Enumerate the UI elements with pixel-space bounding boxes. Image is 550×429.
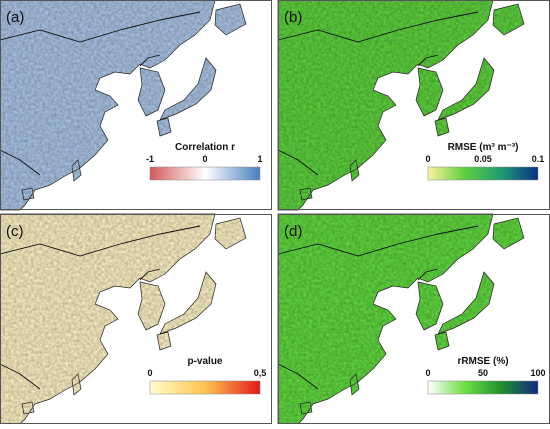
colorbar-tick-label: 50	[478, 368, 488, 378]
colorbar-title: rRMSE (%)	[457, 356, 508, 367]
colorbar-tick-label: -1	[146, 154, 154, 164]
map-panel: (c) p-value 0 0,5	[0, 213, 272, 425]
colorbar-tick-label: 1	[257, 154, 262, 164]
panel-frame	[0, 0, 272, 210]
colorbar-title: Correlation r	[175, 142, 235, 153]
colorbar-tick-label: 100	[530, 368, 545, 378]
colorbar-tick-label: 0	[147, 368, 152, 378]
colorbar-tick-label: 0.05	[474, 154, 492, 164]
map-panel: (a) Correlation r -1 0 1	[0, 0, 272, 211]
colorbar-tick-label: 0	[425, 368, 430, 378]
panel-label: (c)	[6, 223, 24, 240]
colorbar-tick-label: 0,5	[254, 368, 267, 378]
map-panel: (b) RMSE (m³ m⁻³) 0 0.05 0.1	[277, 0, 550, 211]
panel-label: (d)	[284, 223, 302, 240]
colorbar	[427, 380, 539, 395]
colorbar	[149, 380, 261, 395]
colorbar-tick-label: 0.1	[532, 154, 545, 164]
colorbar-title: p-value	[187, 356, 222, 367]
colorbar	[427, 166, 539, 181]
colorbar-tick-label: 0	[202, 154, 207, 164]
panel-label: (a)	[6, 9, 24, 26]
map-panel: (d) rRMSE (%) 0 50 100	[277, 213, 550, 425]
panel-label: (b)	[284, 9, 302, 26]
colorbar	[149, 166, 261, 181]
colorbar-title: RMSE (m³ m⁻³)	[448, 142, 519, 153]
colorbar-tick-label: 0	[425, 154, 430, 164]
